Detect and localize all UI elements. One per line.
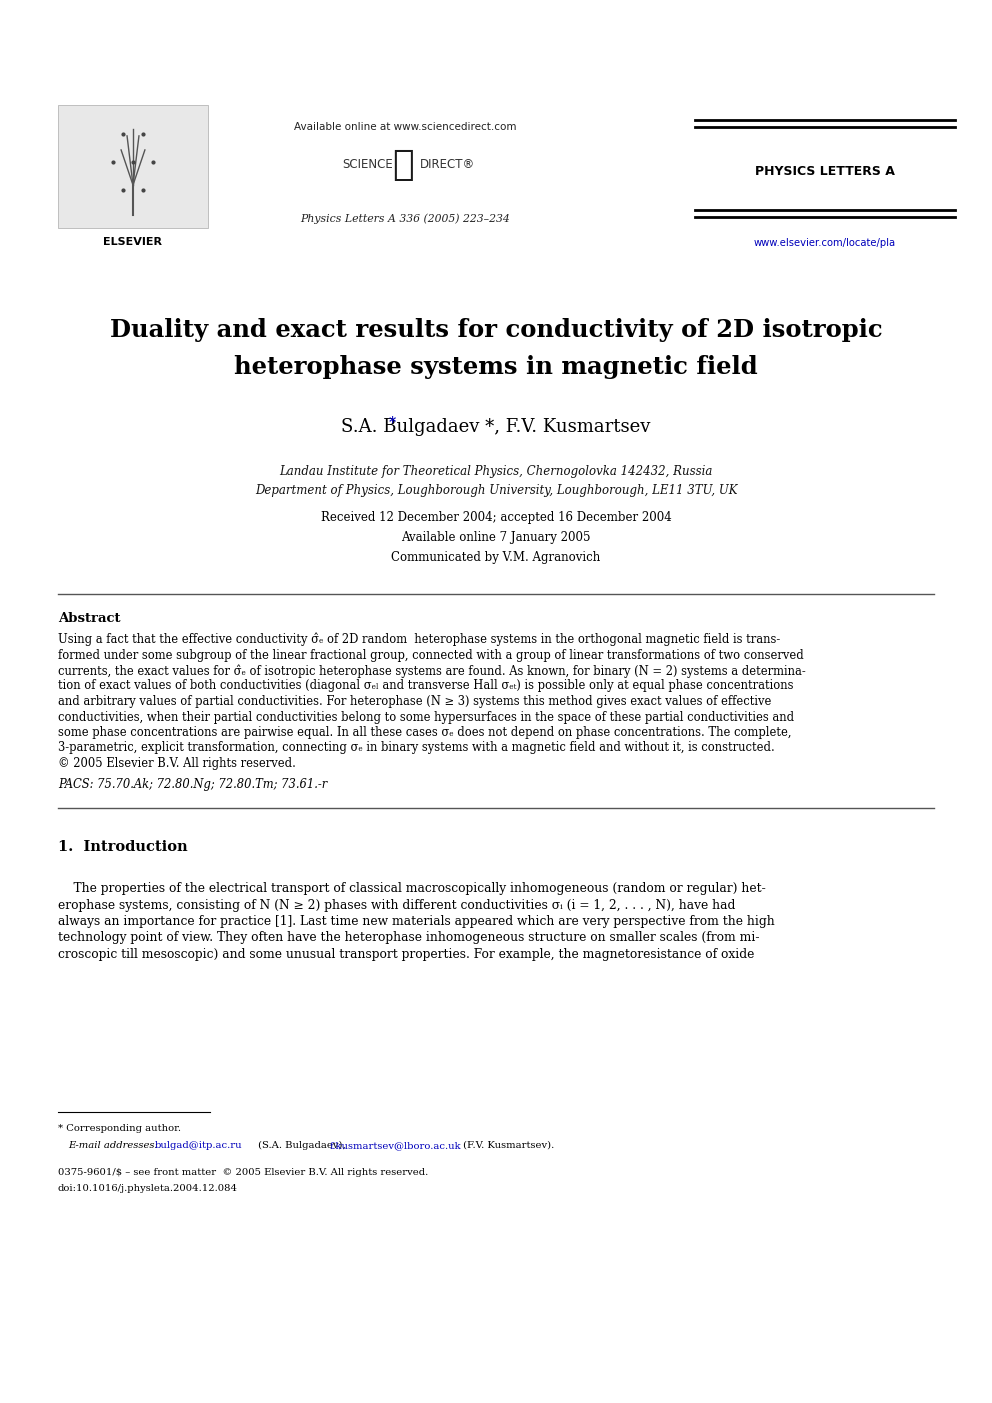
Text: ELSEVIER: ELSEVIER	[103, 237, 163, 247]
Text: (S.A. Bulgadaev),: (S.A. Bulgadaev),	[255, 1141, 349, 1150]
Text: tion of exact values of both conductivities (diagonal σₑₗ and transverse Hall σₑ: tion of exact values of both conductivit…	[58, 679, 794, 693]
Text: PHYSICS LETTERS A: PHYSICS LETTERS A	[755, 166, 895, 178]
Text: SCIENCE: SCIENCE	[342, 159, 393, 171]
Text: PACS: 75.70.Ak; 72.80.Ng; 72.80.Tm; 73.61.-r: PACS: 75.70.Ak; 72.80.Ng; 72.80.Tm; 73.6…	[58, 779, 327, 791]
Text: doi:10.1016/j.physleta.2004.12.084: doi:10.1016/j.physleta.2004.12.084	[58, 1184, 238, 1193]
Text: Received 12 December 2004; accepted 16 December 2004: Received 12 December 2004; accepted 16 D…	[320, 511, 672, 523]
Text: Communicated by V.M. Agranovich: Communicated by V.M. Agranovich	[392, 551, 600, 564]
Text: erophase systems, consisting of N (N ≥ 2) phases with different conductivities σ: erophase systems, consisting of N (N ≥ 2…	[58, 898, 735, 912]
Text: S.A. Bulgadaev *, F.V. Kusmartsev: S.A. Bulgadaev *, F.V. Kusmartsev	[341, 418, 651, 436]
Text: some phase concentrations are pairwise equal. In all these cases σₑ does not dep: some phase concentrations are pairwise e…	[58, 725, 792, 739]
Text: bulgad@itp.ac.ru: bulgad@itp.ac.ru	[155, 1141, 243, 1150]
Text: 0375-9601/$ – see front matter  © 2005 Elsevier B.V. All rights reserved.: 0375-9601/$ – see front matter © 2005 El…	[58, 1169, 429, 1177]
Text: 1.  Introduction: 1. Introduction	[58, 840, 187, 854]
Text: The properties of the electrical transport of classical macroscopically inhomoge: The properties of the electrical transpo…	[58, 882, 766, 895]
Text: heterophase systems in magnetic field: heterophase systems in magnetic field	[234, 355, 758, 379]
Text: © 2005 Elsevier B.V. All rights reserved.: © 2005 Elsevier B.V. All rights reserved…	[58, 758, 296, 770]
Text: (F.V. Kusmartsev).: (F.V. Kusmartsev).	[460, 1141, 555, 1150]
Text: * Corresponding author.: * Corresponding author.	[58, 1124, 181, 1134]
Text: Duality and exact results for conductivity of 2D isotropic: Duality and exact results for conductivi…	[110, 318, 882, 342]
Text: E-mail addresses:: E-mail addresses:	[68, 1141, 158, 1150]
Text: 3-parametric, explicit transformation, connecting σₑ in binary systems with a ma: 3-parametric, explicit transformation, c…	[58, 742, 775, 755]
Text: currents, the exact values for σ̂ₑ of isotropic heterophase systems are found. A: currents, the exact values for σ̂ₑ of is…	[58, 664, 806, 678]
Text: conductivities, when their partial conductivities belong to some hypersurfaces i: conductivities, when their partial condu…	[58, 710, 795, 724]
Text: croscopic till mesoscopic) and some unusual transport properties. For example, t: croscopic till mesoscopic) and some unus…	[58, 948, 754, 961]
Text: Landau Institute for Theoretical Physics, Chernogolovka 142432, Russia: Landau Institute for Theoretical Physics…	[280, 464, 712, 478]
Text: Available online at www.sciencedirect.com: Available online at www.sciencedirect.co…	[294, 122, 516, 132]
Text: ⓐ: ⓐ	[392, 147, 414, 182]
Text: always an importance for practice [1]. Last time new materials appeared which ar: always an importance for practice [1]. L…	[58, 915, 775, 927]
Text: f.kusmartsev@lboro.ac.uk: f.kusmartsev@lboro.ac.uk	[330, 1141, 461, 1150]
Text: Department of Physics, Loughborough University, Loughborough, LE11 3TU, UK: Department of Physics, Loughborough Univ…	[255, 484, 737, 497]
FancyBboxPatch shape	[58, 105, 208, 229]
Text: technology point of view. They often have the heterophase inhomogeneous structur: technology point of view. They often hav…	[58, 932, 760, 944]
Text: Physics Letters A 336 (2005) 223–234: Physics Letters A 336 (2005) 223–234	[301, 213, 510, 223]
Text: Using a fact that the effective conductivity σ̂ₑ of 2D random  heterophase syste: Using a fact that the effective conducti…	[58, 633, 781, 647]
Text: DIRECT®: DIRECT®	[420, 159, 475, 171]
Text: *: *	[389, 417, 396, 429]
Text: Abstract: Abstract	[58, 612, 120, 624]
Text: and arbitrary values of partial conductivities. For heterophase (N ≥ 3) systems : and arbitrary values of partial conducti…	[58, 694, 772, 709]
Text: formed under some subgroup of the linear fractional group, connected with a grou: formed under some subgroup of the linear…	[58, 648, 804, 661]
Text: www.elsevier.com/locate/pla: www.elsevier.com/locate/pla	[754, 239, 896, 248]
Text: Available online 7 January 2005: Available online 7 January 2005	[401, 530, 591, 544]
